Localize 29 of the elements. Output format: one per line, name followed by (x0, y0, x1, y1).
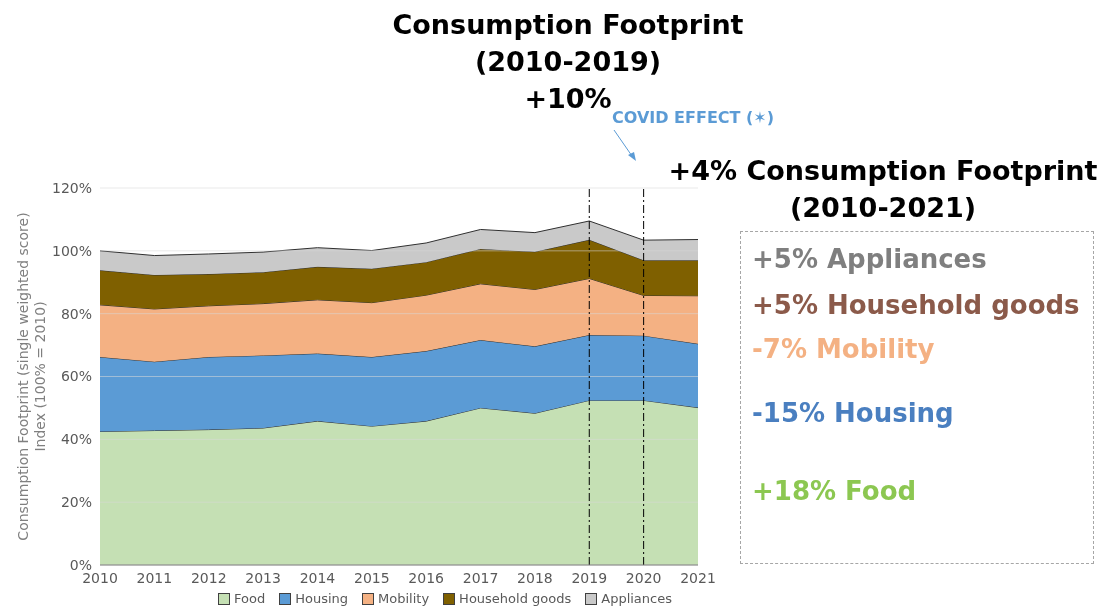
legend-label: Appliances (600, 591, 672, 606)
legend-label: Household goods (458, 591, 572, 606)
text: +4% Consumption Footprint (2010-2021) (667, 154, 1099, 225)
y-axis-title: Consumption Footprint (single weighted score) Index (100% = 2010) (15, 212, 48, 541)
x-tick-label: 2015 (354, 569, 390, 586)
text: -7% Mobility (752, 334, 935, 364)
y-tick-label: 100% (51, 242, 92, 259)
x-tick-label: 2016 (408, 569, 445, 586)
x-tick-label: 2020 (625, 569, 662, 586)
x-tick-label: 2021 (680, 569, 716, 586)
x-tick-label: 2011 (136, 569, 173, 586)
x-tick-label: 2014 (299, 569, 336, 586)
legend-label: Mobility (377, 591, 430, 606)
y-tick-label: 120% (51, 179, 92, 196)
y-tick-label: 60% (60, 368, 92, 385)
x-tick-label: 2013 (245, 569, 281, 586)
x-tick-label: 2017 (462, 569, 499, 586)
text: +18% Food (752, 476, 917, 506)
text: -15% Housing (752, 398, 954, 428)
x-tick-label: 2018 (517, 569, 553, 586)
y-tick-label: 40% (60, 431, 92, 448)
x-tick-label: 2019 (571, 569, 608, 586)
text: +5% Appliances (752, 244, 987, 274)
text: +5% Household goods (752, 290, 1080, 320)
y-tick-label: 80% (60, 305, 92, 322)
x-tick-label: 2012 (190, 569, 227, 586)
legend-label: Food (233, 591, 266, 606)
y-tick-label: 20% (60, 494, 92, 511)
legend-label: Housing (294, 591, 349, 606)
